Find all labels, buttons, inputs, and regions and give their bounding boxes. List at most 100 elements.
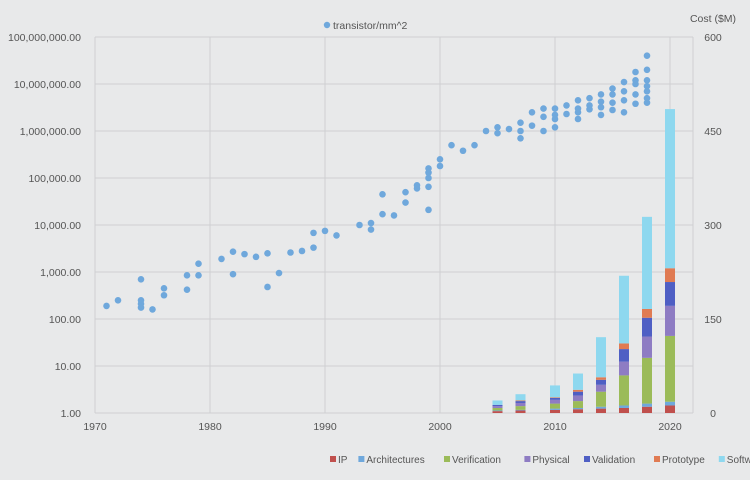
bar-segment-validation — [515, 401, 526, 403]
bar-segment-ip — [665, 405, 675, 413]
scatter-point — [195, 260, 202, 268]
scatter-point — [379, 190, 386, 198]
right-tick-label: 450 — [704, 126, 722, 138]
scatter-point — [137, 296, 145, 304]
scatter-point — [597, 111, 605, 119]
axes: Cost ($M) 1.00 10.00 100.00 1,000.00 10,000.… — [8, 13, 736, 433]
bar-segment-software — [619, 275, 629, 344]
scatter-point — [609, 85, 616, 92]
legend-label-architectures: Architectures — [366, 455, 424, 466]
scatter-point — [402, 199, 409, 206]
scatter-point — [528, 108, 536, 116]
bar-segment-software — [642, 216, 652, 309]
y-tick-label: 100,000,000.00 — [8, 32, 81, 44]
scatter-point — [609, 106, 616, 114]
scatter-point — [241, 250, 248, 258]
bar-segment-verification — [619, 375, 629, 406]
bar-segment-physical — [515, 402, 526, 407]
bar-segment-prototype — [665, 268, 675, 283]
legend-swatch-prototype — [654, 456, 660, 462]
scatter-legend-marker — [323, 21, 331, 29]
scatter-point — [505, 125, 513, 133]
bar-segment-physical — [642, 336, 652, 358]
bar-segment-architectures — [573, 407, 583, 410]
scatter-point — [517, 127, 524, 135]
bar-segment-software — [550, 385, 560, 398]
scatter-point — [459, 147, 467, 155]
scatter-point — [609, 99, 616, 107]
bar-segment-prototype — [550, 397, 560, 398]
bar-segment-ip — [596, 408, 606, 413]
scatter-legend: transistor/mm^2 — [323, 20, 408, 32]
bar-segment-ip — [619, 407, 629, 413]
scatter-point — [413, 181, 421, 189]
scatter-point — [574, 96, 582, 104]
legend-swatch-software — [718, 456, 725, 462]
bar-segment-architectures — [619, 405, 629, 408]
scatter-point — [620, 87, 628, 95]
bar-segment-verification — [492, 407, 503, 411]
legend-label-ip: IP — [338, 455, 348, 466]
bar-segment-verification — [665, 335, 675, 402]
scatter-point — [264, 283, 271, 291]
scatter-point — [482, 127, 490, 135]
legend-label-physical: Physical — [532, 455, 569, 466]
bar-segment-architectures — [492, 410, 503, 412]
scatter-point — [149, 306, 156, 313]
scatter-point — [574, 115, 582, 123]
y-tick-label: 1,000,000.00 — [20, 126, 81, 138]
bar-segment-software — [492, 400, 503, 405]
scatter-point — [310, 229, 317, 237]
scatter-point — [597, 98, 605, 106]
right-tick-label: 150 — [704, 314, 722, 326]
bar-segment-physical — [573, 395, 583, 402]
y-tick-label: 10,000.00 — [34, 220, 81, 232]
x-tick-label: 1980 — [198, 421, 222, 433]
bar-segment-physical — [492, 406, 503, 408]
y-tick-label: 1,000.00 — [40, 267, 81, 279]
scatter-point — [586, 102, 593, 109]
bar-segment-prototype — [642, 308, 652, 318]
scatter-point — [310, 244, 317, 251]
scatter-point — [632, 68, 639, 76]
bar-segment-physical — [550, 399, 560, 404]
bar-segment-software — [573, 373, 583, 390]
legend-swatch-architectures — [358, 456, 365, 462]
scatter-point — [494, 123, 501, 131]
scatter-point — [137, 275, 145, 283]
bar-segment-software — [596, 337, 606, 378]
scatter-point — [183, 272, 191, 279]
bar-segment-verification — [515, 406, 526, 410]
bar-segment-architectures — [515, 409, 526, 411]
bar-segment-prototype — [515, 400, 526, 402]
bar-segment-software — [665, 109, 675, 269]
scatter-point — [620, 96, 628, 104]
scatter-point — [586, 94, 593, 102]
x-tick-label: 2010 — [543, 421, 567, 433]
scatter-point — [540, 105, 547, 112]
scatter-point — [517, 134, 524, 142]
scatter-point — [425, 174, 432, 182]
bar-segment-ip — [642, 406, 652, 413]
bar-segment-validation — [619, 349, 629, 362]
scatter-point — [643, 94, 651, 102]
bar-segment-validation — [665, 282, 675, 306]
right-tick-label: 0 — [710, 408, 716, 420]
bar-segment-validation — [642, 317, 652, 337]
scatter-point — [356, 221, 363, 229]
y-tick-label: 10,000,000.00 — [14, 79, 81, 91]
cost-bars — [492, 109, 675, 413]
scatter-point — [643, 87, 651, 95]
scatter-point — [333, 232, 340, 239]
scatter-point — [425, 165, 432, 172]
legend-label-software: Software — [727, 455, 750, 466]
right-axis-title: Cost ($M) — [690, 13, 736, 25]
scatter-point — [379, 210, 386, 218]
scatter-legend-label: transistor/mm^2 — [333, 20, 408, 32]
legend-swatch-ip — [330, 456, 336, 462]
bar-segment-architectures — [596, 406, 606, 409]
scatter-point — [632, 100, 639, 108]
right-tick-label: 600 — [704, 32, 722, 44]
scatter-point — [218, 255, 225, 263]
